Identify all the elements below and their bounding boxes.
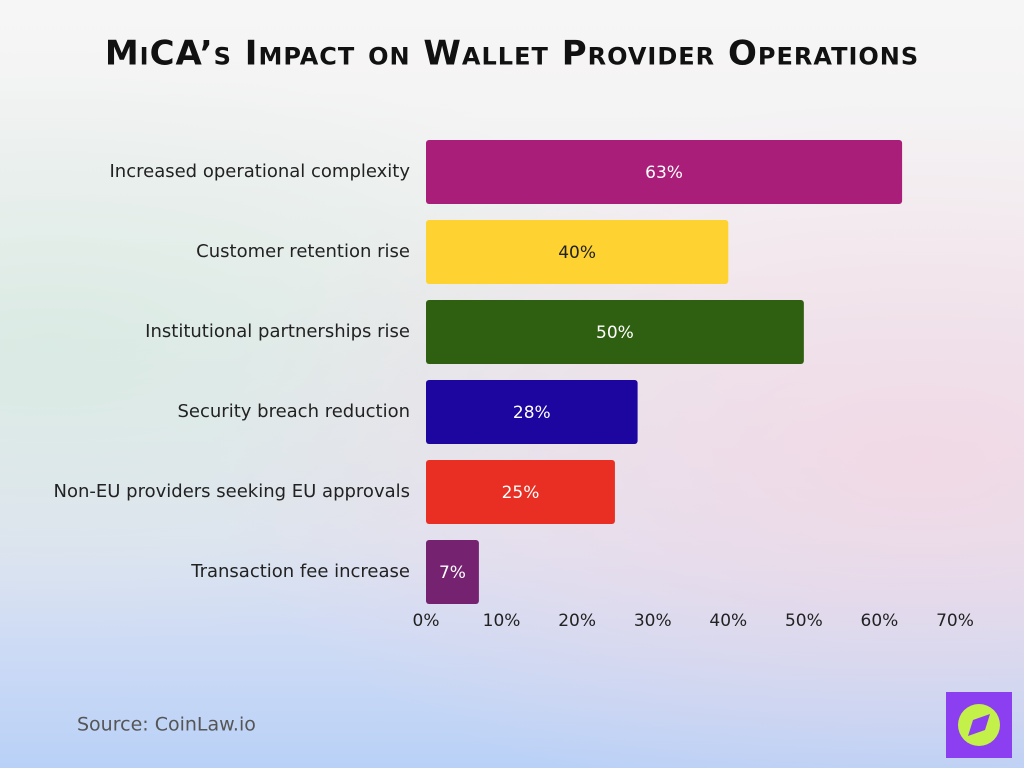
value-label: 50%: [596, 323, 634, 343]
bar: [426, 460, 615, 524]
value-label: 25%: [502, 483, 540, 503]
value-label: 7%: [439, 563, 466, 583]
value-label: 63%: [645, 163, 683, 183]
x-tick-label: 70%: [936, 611, 974, 631]
bar: [426, 540, 479, 604]
y-tick-label: Security breach reduction: [178, 401, 411, 422]
y-tick-label: Transaction fee increase: [190, 561, 410, 582]
x-tick-label: 30%: [634, 611, 672, 631]
bar: [426, 380, 638, 444]
x-tick-label: 0%: [413, 611, 440, 631]
x-tick-label: 60%: [861, 611, 899, 631]
y-tick-label: Increased operational complexity: [110, 161, 411, 182]
y-tick-label: Customer retention rise: [196, 241, 410, 262]
y-tick-label: Institutional partnerships rise: [145, 321, 410, 342]
x-tick-label: 40%: [709, 611, 747, 631]
value-label: 28%: [513, 403, 551, 423]
logo-needle: [968, 714, 990, 736]
source: Source: CoinLaw.io: [77, 714, 256, 736]
value-label: 40%: [558, 243, 596, 263]
bar: [426, 140, 903, 204]
logo: [946, 692, 1012, 758]
x-tick-label: 10%: [483, 611, 521, 631]
chart-title: MiCA’s Impact on Wallet Provider Operati…: [105, 34, 919, 74]
y-tick-label: Non-EU providers seeking EU approvals: [54, 481, 410, 502]
bar: [426, 300, 804, 364]
bar: [426, 220, 729, 284]
x-tick-label: 50%: [785, 611, 823, 631]
x-tick-label: 20%: [558, 611, 596, 631]
